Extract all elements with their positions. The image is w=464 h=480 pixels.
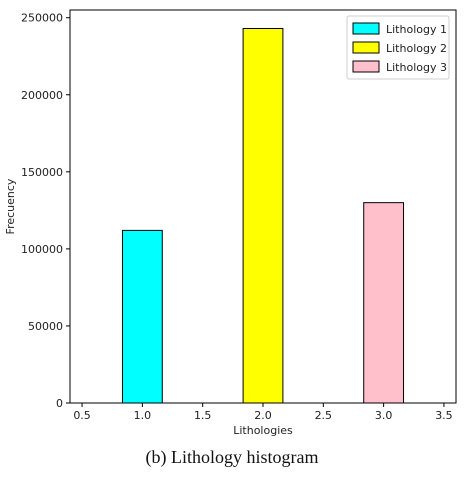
axes-layer: 0.5 1.0 1.5 2.0 2.5 3.0 3.5 0 50000 100000 150000 2… — [4, 9, 457, 437]
x-tick-label: 2.0 — [254, 409, 272, 422]
y-tick-label: 250000 — [21, 12, 63, 25]
legend-swatch-lithology-2 — [352, 41, 380, 54]
y-tick-label: 50000 — [28, 320, 63, 333]
figure-caption: (b) Lithology histogram — [145, 447, 319, 467]
x-tick-label: 3.5 — [435, 409, 453, 422]
x-tick-label: 1.0 — [134, 409, 152, 422]
x-tick-label: 3.0 — [375, 409, 393, 422]
y-tick-label: 150000 — [21, 166, 63, 179]
legend: Lithology 1 Lithology 2 Lithology 3 — [346, 15, 450, 80]
legend-swatch-lithology-1 — [352, 22, 380, 35]
x-axis-label: Lithologies — [233, 424, 293, 437]
legend-label-lithology-3: Lithology 3 — [386, 61, 447, 74]
y-tick-label: 0 — [56, 397, 63, 410]
legend-label-lithology-2: Lithology 2 — [386, 42, 447, 55]
bar-lithology-1 — [121, 229, 163, 404]
y-axis-label: Frecuency — [4, 178, 17, 234]
lithology-histogram-chart: 0.5 1.0 1.5 2.0 2.5 3.0 3.5 0 50000 100000 150000 2… — [4, 9, 457, 437]
legend-label-lithology-1: Lithology 1 — [386, 23, 447, 36]
bars-layer — [121, 27, 405, 404]
x-tick-label: 2.5 — [315, 409, 333, 422]
x-tick-label: 1.5 — [194, 409, 212, 422]
x-tick-label: 0.5 — [73, 409, 91, 422]
bar-lithology-3 — [363, 202, 405, 404]
y-tick-label: 200000 — [21, 89, 63, 102]
legend-swatch-lithology-3 — [352, 60, 380, 73]
bar-lithology-2 — [242, 27, 284, 404]
y-tick-label: 100000 — [21, 243, 63, 256]
